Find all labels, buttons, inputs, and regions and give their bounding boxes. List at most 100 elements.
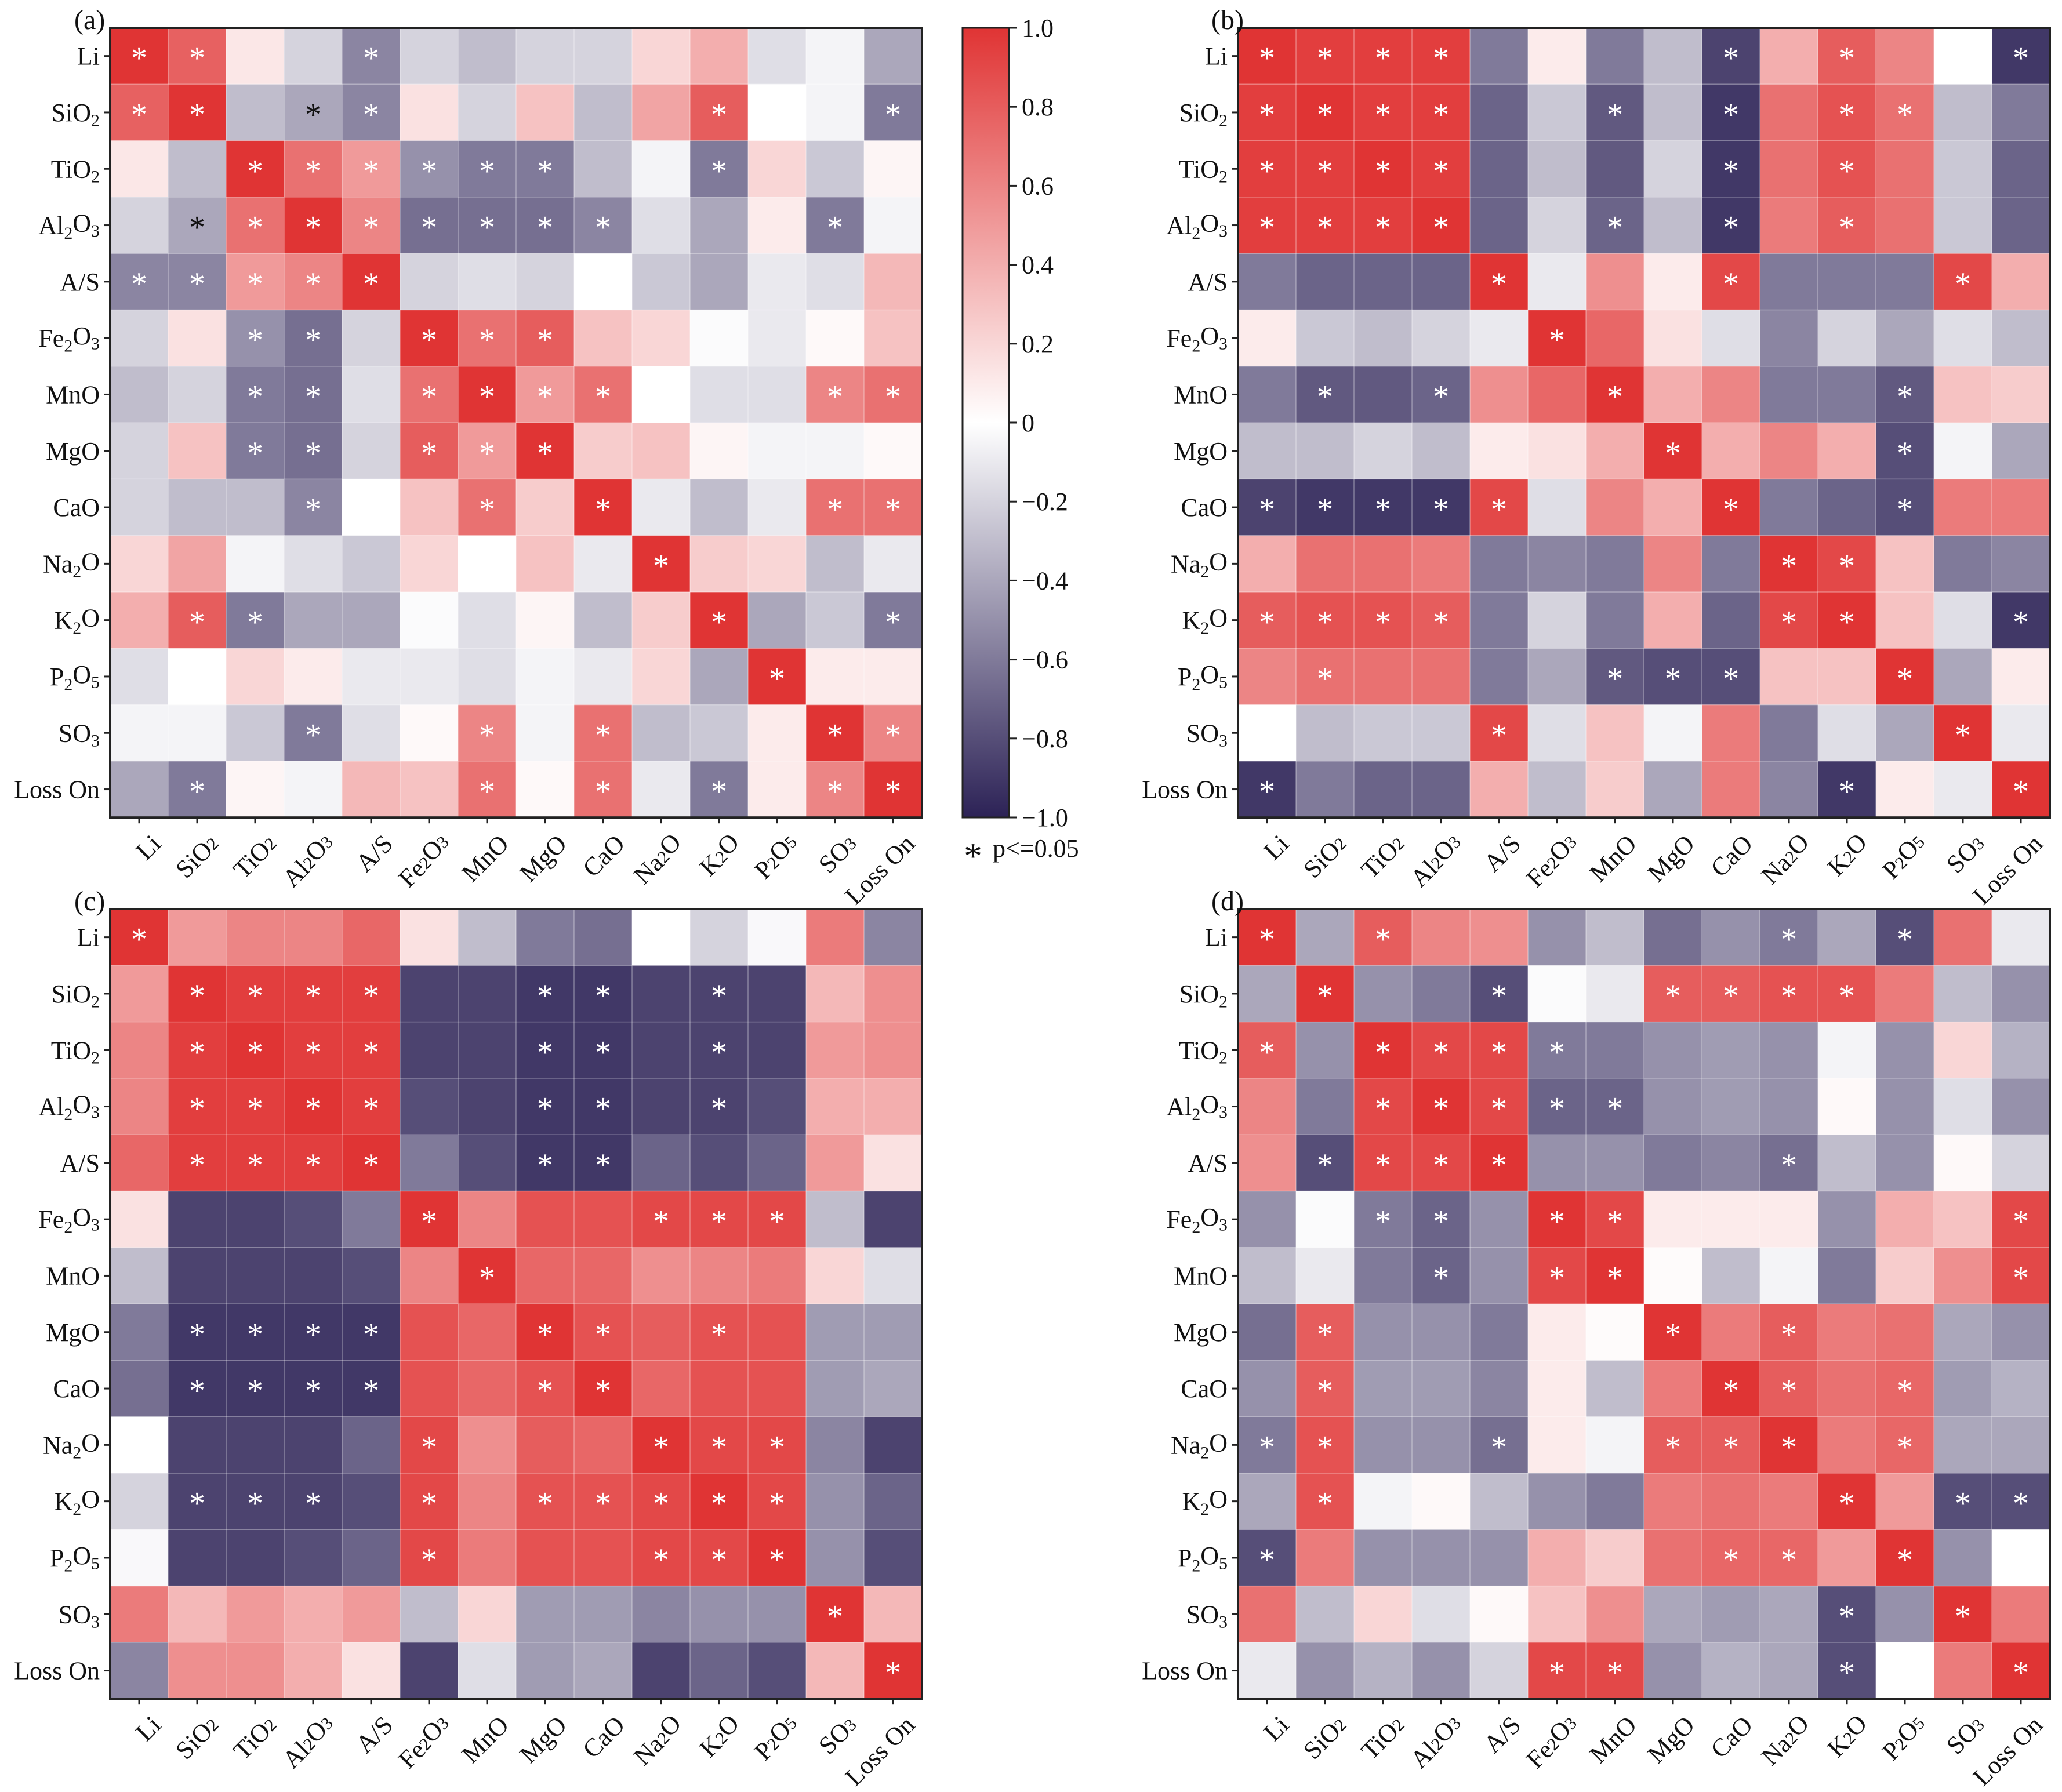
heatmap-cell <box>284 366 343 423</box>
heatmap-cell <box>632 1473 691 1530</box>
heatmap-cell <box>806 28 865 85</box>
heatmap-cell <box>1702 140 1760 198</box>
heatmap-cell <box>1876 1078 1934 1135</box>
heatmap-cell <box>1412 1191 1471 1248</box>
heatmap-cell <box>864 1022 923 1079</box>
heatmap-cell <box>1528 310 1587 367</box>
heatmap-cell <box>1528 366 1587 423</box>
heatmap-cell <box>168 761 227 818</box>
heatmap-cell <box>632 1022 691 1079</box>
significance-star: * <box>479 717 495 753</box>
heatmap-cell <box>574 1191 633 1248</box>
heatmap-cell <box>1876 1022 1934 1079</box>
heatmap-cell <box>1238 84 1297 141</box>
x-tick-label: SO3​ <box>1941 1711 1990 1760</box>
heatmap-cell <box>1818 1586 1876 1643</box>
heatmap-cell <box>400 535 459 593</box>
significance-star: * <box>189 978 205 1014</box>
heatmap-cell <box>1296 1022 1355 1079</box>
heatmap-cell <box>1876 479 1934 536</box>
heatmap-cell <box>806 1529 865 1587</box>
significance-star: * <box>1839 153 1855 189</box>
heatmap-cell <box>516 479 575 536</box>
heatmap-cell <box>864 1586 923 1643</box>
heatmap-cell <box>1702 28 1760 85</box>
heatmap-cell <box>1586 704 1644 762</box>
significance-star: * <box>189 97 205 133</box>
heatmap-cell <box>400 423 459 479</box>
significance-star: * <box>711 605 727 641</box>
y-tick-label: K2​O <box>1182 1485 1228 1519</box>
significance-star: * <box>595 492 611 528</box>
heatmap-cell <box>574 1135 633 1192</box>
heatmap-cell <box>284 1022 343 1079</box>
significance-star: * <box>827 492 843 528</box>
heatmap-cell <box>1760 1078 1818 1135</box>
heatmap-cell <box>1818 1191 1876 1248</box>
heatmap-cell <box>806 140 865 198</box>
heatmap-cell <box>806 909 865 966</box>
significance-star: * <box>1259 210 1275 246</box>
heatmap-cell <box>458 1586 517 1643</box>
significance-star: * <box>189 1486 205 1522</box>
significance-star: * <box>1491 1147 1507 1183</box>
heatmap-cell <box>690 535 749 593</box>
heatmap-cell <box>1470 648 1529 706</box>
heatmap-cell <box>458 310 517 367</box>
heatmap-cell <box>1354 535 1413 593</box>
significance-star: * <box>1897 492 1913 528</box>
significance-star: * <box>247 379 263 415</box>
heatmap-cell <box>1528 84 1587 141</box>
heatmap-cell <box>632 1642 691 1699</box>
heatmap-cell <box>1702 1247 1760 1304</box>
significance-star: * <box>711 1486 727 1522</box>
significance-star: * <box>1317 1486 1333 1522</box>
significance-star: * <box>421 1486 437 1522</box>
y-tick-label: Na2​O <box>43 1428 100 1462</box>
heatmap-cell <box>226 253 285 311</box>
significance-star: * <box>1491 717 1507 753</box>
heatmap-cell <box>1644 1304 1702 1361</box>
heatmap-cell <box>632 965 691 1023</box>
significance-star: * <box>1259 153 1275 189</box>
heatmap-cell <box>516 140 575 198</box>
heatmap-cell <box>1354 1022 1413 1079</box>
heatmap-cell <box>1238 1529 1297 1587</box>
heatmap-cell <box>1238 140 1297 198</box>
significance-star: * <box>537 322 553 358</box>
heatmap-cell <box>1354 1642 1413 1699</box>
y-tick-label: TiO2​ <box>51 1036 100 1067</box>
significance-star: * <box>1433 605 1449 641</box>
heatmap-cell <box>1354 84 1413 141</box>
heatmap-cell <box>1354 648 1413 706</box>
heatmap-cell <box>748 1304 807 1361</box>
heatmap-cell <box>1760 965 1818 1023</box>
heatmap-cell <box>1296 1078 1355 1135</box>
heatmap-cell <box>226 648 285 706</box>
heatmap-cell <box>1470 1304 1529 1361</box>
heatmap-cell <box>1296 592 1355 649</box>
heatmap-cell <box>1934 1586 1992 1643</box>
significance-star: * <box>1607 379 1623 415</box>
heatmap-cell <box>1296 1529 1355 1587</box>
heatmap-cell <box>1296 1360 1355 1417</box>
significance-star: * <box>827 717 843 753</box>
heatmap-cell <box>1296 909 1355 966</box>
heatmap-cell <box>690 1078 749 1135</box>
significance-star: * <box>305 97 321 133</box>
heatmap-cell <box>864 592 923 649</box>
significance-star: * <box>1433 1147 1449 1183</box>
heatmap-cell <box>516 1642 575 1699</box>
x-tick-label: P2​O5​ <box>1875 1709 1932 1766</box>
significance-star-symbol: * <box>964 835 982 877</box>
significance-star: * <box>305 717 321 753</box>
significance-star: * <box>537 435 553 471</box>
heatmap-cell <box>748 761 807 818</box>
heatmap-cell <box>1644 84 1702 141</box>
heatmap-cell <box>806 535 865 593</box>
heatmap-cell <box>1992 648 2050 706</box>
heatmap-cell <box>1470 28 1529 85</box>
heatmap-cell <box>1470 1586 1529 1643</box>
heatmap-cell <box>748 1191 807 1248</box>
heatmap-cell <box>1876 366 1934 423</box>
